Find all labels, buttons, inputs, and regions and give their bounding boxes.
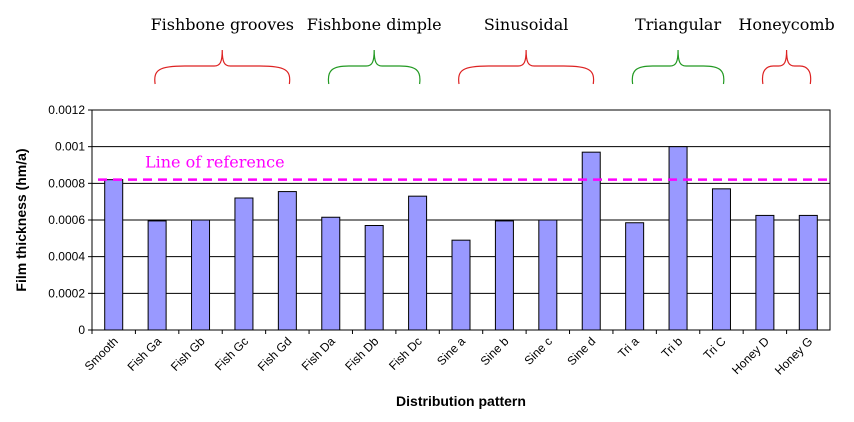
reference-line-label: Line of reference — [145, 153, 285, 172]
axes — [91, 109, 831, 331]
bar — [321, 216, 341, 331]
y-tick-label: 0.0012 — [48, 103, 85, 117]
bar — [625, 222, 645, 331]
bars — [104, 146, 818, 331]
gridlines — [88, 109, 830, 331]
bar — [277, 191, 297, 331]
bar — [494, 220, 514, 331]
x-axis-title: Distribution pattern — [396, 393, 526, 409]
y-tick-labels: 0 0.0002 0.0004 0.0006 0.0008 0.001 0.0012 — [48, 103, 85, 337]
group-label: Fishbone dimple — [307, 15, 442, 34]
bar — [538, 219, 558, 331]
x-tick-labels: Smooth Fish Ga Fish Gb Fish Gc Fish Gd Fish D… — [82, 330, 815, 378]
x-tick-label: Sine b — [478, 334, 512, 368]
y-tick-label: 0.0008 — [48, 176, 85, 190]
x-tick-label: Fish Gc — [212, 334, 251, 373]
bar — [234, 197, 254, 331]
y-tick-label: 0.0002 — [48, 286, 85, 300]
y-tick-label: 0.0004 — [48, 250, 85, 264]
x-tick-label: Honey G — [772, 334, 815, 377]
plot-frame — [91, 109, 831, 331]
bar — [364, 225, 384, 331]
x-tick-label: Smooth — [82, 334, 121, 373]
group-label: Triangular — [635, 15, 721, 34]
x-tick-label: Honey D — [729, 334, 772, 377]
y-axis-title: Film thickness (hm/a) — [13, 148, 29, 291]
y-tick-label: 0.0006 — [48, 213, 85, 227]
bar — [798, 214, 818, 331]
group-label: Honeycomb — [738, 15, 834, 34]
x-tick-label: Sine a — [434, 334, 468, 368]
x-tick-label: Fish Ga — [125, 334, 165, 374]
reference-line-group: Line of reference — [98, 153, 828, 181]
bar — [668, 146, 688, 331]
bar — [408, 195, 428, 331]
group-annotations: Fishbone grooves Fishbone dimple Sinusoida… — [151, 15, 835, 85]
x-tick-label: Tri b — [659, 334, 686, 361]
bar — [451, 239, 471, 331]
bar — [104, 179, 124, 331]
group-label: Sinusoidal — [484, 15, 569, 34]
x-tick-label: Fish Gd — [255, 334, 295, 374]
group-brace — [154, 49, 291, 85]
group-brace — [761, 49, 812, 85]
bar — [755, 214, 775, 331]
bar — [711, 188, 731, 331]
x-tick-label: Fish Db — [342, 334, 381, 373]
y-tick-label: 0 — [78, 323, 85, 337]
group-brace — [458, 49, 595, 85]
x-tick-label: Fish Da — [299, 334, 338, 373]
bar — [147, 220, 167, 331]
bar — [191, 219, 211, 331]
x-tick-label: Sine c — [521, 334, 554, 367]
group-label: Fishbone grooves — [151, 15, 294, 34]
group-brace — [631, 49, 725, 85]
x-tick-label: Sine d — [564, 334, 598, 368]
group-brace — [327, 49, 421, 85]
x-tick-label: Fish Gb — [168, 334, 208, 374]
x-tick-label: Tri a — [615, 334, 642, 361]
x-tick-label: Tri C — [701, 334, 729, 362]
x-tick-label: Fish Dc — [386, 334, 425, 373]
y-tick-label: 0.001 — [55, 140, 85, 154]
